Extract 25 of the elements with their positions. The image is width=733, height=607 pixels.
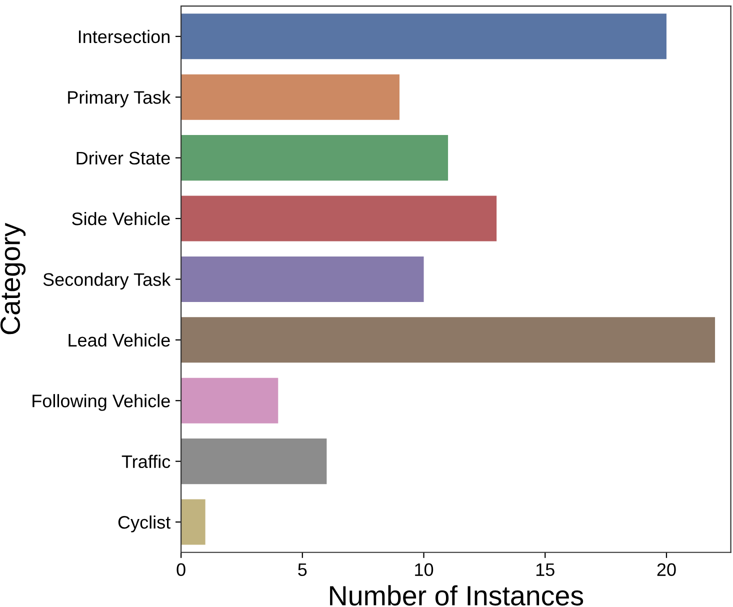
- x-tick-label: 10: [415, 563, 434, 576]
- bar: [181, 256, 424, 302]
- x-axis-title: Number of Instances: [330, 585, 584, 606]
- bar: [181, 438, 327, 484]
- y-tick-label: Primary Task: [68, 90, 171, 108]
- y-tick-label: Traffic: [122, 454, 170, 468]
- bar: [181, 14, 666, 60]
- y-tick-label: Following Vehicle: [32, 394, 170, 411]
- bar: [181, 135, 448, 181]
- y-tick-label: Intersection: [78, 30, 170, 44]
- x-tick-label: 5: [298, 563, 307, 576]
- bar: [181, 74, 400, 120]
- x-tick-label: 0: [176, 563, 186, 576]
- bar: [181, 317, 716, 363]
- y-tick-label: Driver State: [76, 151, 170, 165]
- y-tick-label: Lead Vehicle: [68, 333, 170, 347]
- y-tick-label: Side Vehicle: [72, 212, 170, 226]
- bar: [181, 499, 206, 545]
- x-tick-label: 15: [536, 563, 554, 576]
- y-axis-title: Category: [0, 222, 26, 334]
- y-tick-label: Secondary Task: [43, 272, 171, 290]
- bar: [181, 196, 497, 242]
- bar: [181, 378, 278, 424]
- x-tick-label: 20: [657, 563, 676, 576]
- y-tick-label: Cyclist: [118, 515, 170, 532]
